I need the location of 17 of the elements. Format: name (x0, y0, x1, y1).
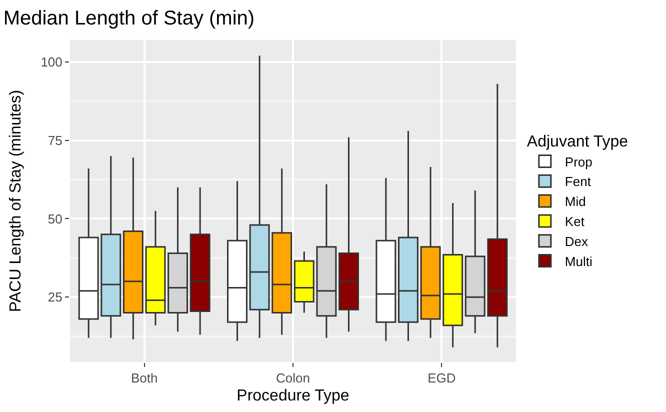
legend-label: Ket (564, 214, 585, 230)
x-tick-label: Both (130, 370, 158, 386)
x-axis-title: Procedure Type (236, 387, 350, 404)
y-axis-title: PACU Length of Stay (minutes) (8, 90, 25, 312)
y-tick-label: 50 (48, 211, 62, 226)
x-tick-label: Colon (276, 370, 310, 386)
legend-label: Fent (564, 174, 592, 190)
y-tick-label: 25 (48, 290, 62, 305)
legend-label: Multi (564, 254, 592, 269)
legend-label: Dex (564, 234, 589, 249)
legend-label: Mid (564, 194, 586, 210)
x-tick-label: EGD (428, 370, 456, 386)
y-tick-label: 100 (40, 54, 62, 70)
chart-title: Median Length of Stay (min) (3, 7, 255, 30)
legend-title: Adjuvant Type (526, 133, 628, 150)
y-tick-label: 75 (48, 132, 62, 148)
legend-label: Prop (564, 154, 592, 170)
